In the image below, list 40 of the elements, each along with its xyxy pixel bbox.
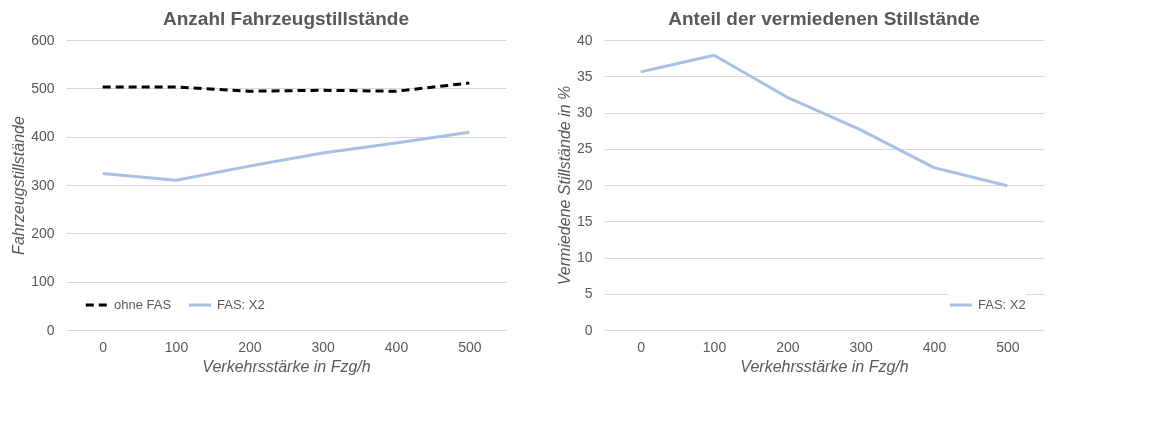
y-tick-label: 5: [584, 285, 593, 302]
x-axis-title: Verkehrsstärke in Fzg/h: [740, 357, 909, 375]
y-axis-title: Fahrzeugstillstände: [10, 116, 28, 255]
line-series: [101, 81, 471, 93]
legend-label: FAS: X2: [978, 297, 1026, 312]
x-tick-label: 100: [702, 338, 727, 355]
y-tick-label: 10: [576, 249, 593, 265]
line-series: [639, 53, 1009, 188]
x-tick-label: 0: [637, 338, 646, 355]
y-tick-label: 600: [31, 31, 55, 48]
chart-title: Anteil der vermiedenen Stillstände: [668, 8, 980, 29]
y-tick-label: 200: [31, 224, 55, 241]
y-tick-label: 40: [576, 31, 593, 48]
x-tick-label: 200: [776, 338, 800, 355]
x-axis-title: Verkehrsstärke in Fzg/h: [202, 357, 371, 375]
legend-label: FAS: X2: [217, 297, 265, 312]
legend-label: ohne FAS: [114, 297, 172, 312]
y-tick-label: 300: [31, 176, 55, 193]
y-tick-label: 20: [576, 176, 593, 193]
x-tick-label: 500: [996, 338, 1020, 355]
x-tick-label: 500: [458, 338, 482, 355]
x-tick-label: 100: [164, 338, 189, 355]
line-series: [101, 130, 471, 182]
y-tick-label: 0: [46, 321, 55, 338]
y-tick-label: 0: [584, 321, 593, 338]
y-tick-label: 15: [576, 212, 593, 229]
y-tick-label: 30: [576, 104, 593, 120]
y-tick-label: 25: [576, 140, 593, 157]
y-tick-label: 35: [576, 67, 593, 84]
x-tick-label: 0: [99, 338, 108, 355]
y-tick-label: 100: [31, 273, 55, 290]
chart-title: Anzahl Fahrzeugstillstände: [163, 8, 409, 29]
x-tick-label: 400: [384, 338, 409, 355]
y-tick-label: 500: [31, 79, 55, 96]
x-tick-label: 300: [849, 338, 874, 355]
x-tick-label: 200: [238, 338, 262, 355]
x-tick-label: 300: [311, 338, 336, 355]
y-axis-title: Vermiedene Stillstände in %: [555, 85, 573, 286]
x-tick-label: 400: [922, 338, 947, 355]
y-tick-label: 400: [31, 128, 55, 145]
